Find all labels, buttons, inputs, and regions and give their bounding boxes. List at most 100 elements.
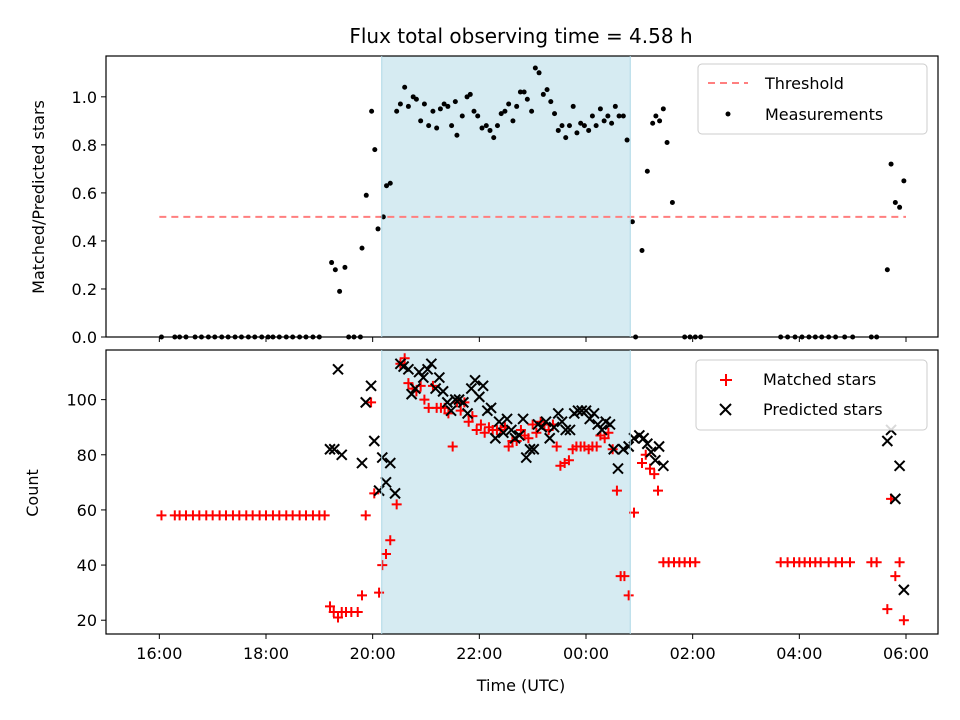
legend-measurements-swatch — [725, 111, 731, 117]
bottom-legend-box — [695, 359, 928, 431]
measurement-point — [483, 123, 489, 129]
chart-title: Flux total observing time = 4.58 h — [349, 24, 692, 48]
predicted-star-point — [409, 382, 422, 395]
matched-star-point — [352, 606, 363, 617]
matched-star-point — [645, 463, 655, 474]
top-plot-frame — [105, 55, 939, 338]
measurement-point — [434, 125, 440, 131]
measurement-point — [540, 91, 546, 97]
measurement-point — [506, 101, 512, 107]
matched-star-point — [403, 378, 414, 389]
predicted-star-point — [649, 454, 662, 466]
predicted-star-point — [477, 380, 489, 392]
predicted-star-point — [604, 418, 616, 431]
matched-star-point — [653, 485, 663, 496]
measurement-point — [421, 101, 427, 107]
predicted-star-point — [365, 380, 377, 392]
measurement-point — [494, 123, 500, 129]
top-y-tick-label: 0.0 — [72, 328, 97, 347]
measurement-point — [897, 204, 903, 210]
matched-star-point — [527, 419, 538, 430]
measurement-point — [609, 120, 615, 126]
predicted-star-point — [332, 363, 344, 376]
matched-star-point — [523, 433, 534, 444]
predicted-star-point — [622, 440, 635, 453]
x-tick-label: 00:00 — [563, 644, 609, 663]
matched-star-point — [419, 394, 430, 405]
measurement-point — [363, 192, 369, 198]
measurement-points — [158, 65, 907, 340]
measurement-point — [548, 99, 554, 105]
predicted-star-point — [617, 443, 630, 455]
x-tick-label: 06:00 — [883, 644, 929, 663]
measurement-point — [612, 103, 618, 109]
predicted-star-point — [612, 462, 624, 475]
legend-threshold-label: Threshold — [764, 74, 844, 93]
measurement-point — [593, 123, 599, 129]
measurement-point — [517, 89, 523, 95]
bottom-y-tick-label: 20 — [77, 611, 97, 630]
measurement-point — [514, 103, 520, 109]
predicted-star-point — [513, 429, 526, 442]
predicted-star-point — [637, 432, 650, 444]
matched-star-point — [611, 485, 622, 496]
predicted-star-point — [449, 393, 462, 406]
matched-star-point — [649, 469, 660, 480]
measurement-point — [332, 267, 338, 273]
predicted-star-point — [552, 407, 564, 420]
measurement-point — [441, 101, 447, 107]
measurement-point — [437, 106, 443, 112]
matched-star-point — [475, 419, 486, 430]
measurement-point — [586, 127, 592, 133]
measurement-point — [413, 96, 419, 102]
measurement-point — [375, 226, 381, 232]
predicted-star-point — [653, 440, 665, 453]
measurement-point — [597, 106, 603, 112]
measurement-point — [471, 108, 477, 114]
measurement-point — [650, 120, 656, 126]
predicted-star-point — [548, 421, 560, 433]
measurement-point — [337, 288, 343, 294]
bottom-axes: 20 40 60 80 100 16:00 18:00 20:00 22:00 00:00 02:0… — [66, 391, 929, 663]
predicted-star-point — [429, 382, 442, 395]
predicted-star-point — [437, 385, 449, 398]
observing-window-bottom — [381, 350, 631, 634]
measurement-point — [639, 248, 645, 254]
predicted-star-point — [417, 371, 430, 384]
measurement-point — [544, 87, 550, 93]
measurement-point — [532, 65, 538, 71]
top-y-tick-label: 0.8 — [72, 136, 97, 155]
legend-matched-label: Matched stars — [763, 370, 876, 389]
measurement-point — [664, 139, 670, 145]
measurement-point — [467, 91, 473, 97]
measurement-point — [901, 178, 907, 184]
measurement-point — [669, 200, 675, 206]
predicted-star-point — [505, 424, 518, 436]
measurement-point — [578, 120, 584, 126]
measurement-point — [629, 219, 635, 225]
bottom-y-tick-label: 60 — [77, 501, 97, 520]
predicted-star-point — [356, 457, 368, 469]
matched-star-point — [471, 424, 482, 435]
measurement-point — [394, 108, 400, 114]
top-y-tick-label: 0.2 — [72, 280, 97, 299]
predicted-star-point — [560, 424, 572, 436]
measurement-point — [892, 200, 898, 206]
matched-star-point — [882, 604, 893, 615]
matched-star-point — [503, 441, 514, 452]
measurement-point — [524, 96, 530, 102]
measurement-point — [369, 108, 375, 114]
predicted-star-point — [645, 446, 657, 458]
observing-window-top — [381, 56, 631, 337]
predicted-star-point — [588, 407, 600, 420]
measurement-point — [552, 111, 558, 117]
matched-star-point — [447, 441, 458, 452]
matched-star-point — [690, 557, 701, 568]
measurement-point — [601, 118, 607, 124]
matched-star-point — [360, 510, 371, 521]
bottom-y-tick-label: 100 — [66, 391, 97, 410]
predicted-star-point — [485, 402, 497, 414]
predicted-star-point — [540, 415, 552, 428]
predicted-star-point — [893, 460, 906, 472]
predicted-star-point — [528, 443, 540, 455]
